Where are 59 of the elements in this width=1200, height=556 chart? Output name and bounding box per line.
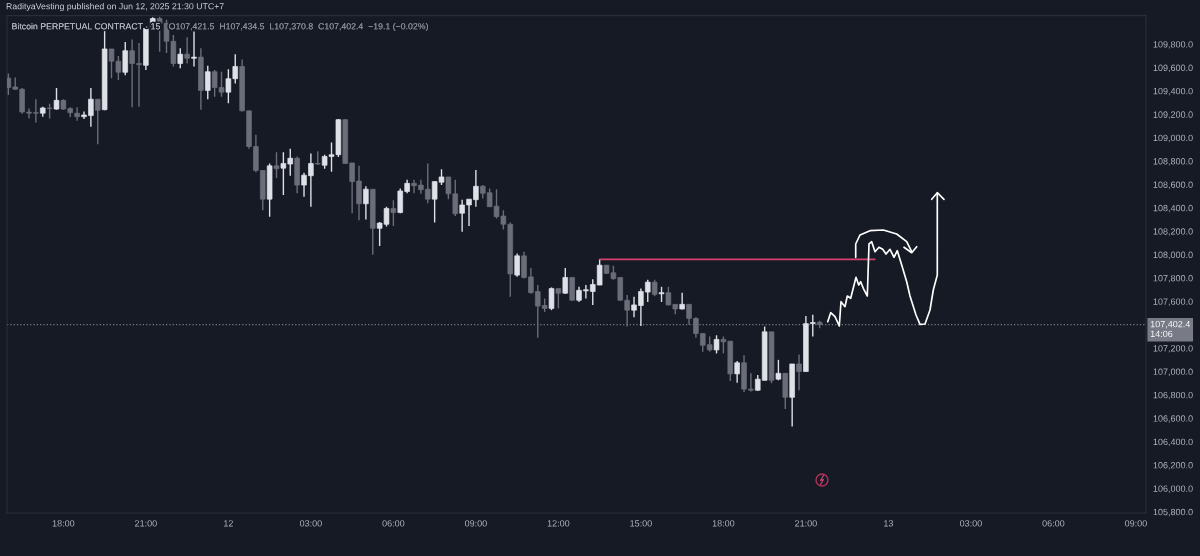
y-tick-label: 109,600.0 [1153, 64, 1193, 73]
x-tick-label: 18:00 [712, 520, 735, 527]
y-tick-label: 109,800.0 [1153, 41, 1193, 49]
x-tick-label: 03:00 [299, 520, 322, 527]
y-tick-label: 107,800.0 [1153, 275, 1193, 283]
candlestick [184, 36, 190, 65]
x-tick-label: 12 [224, 520, 233, 527]
y-tick-label: 108,000.0 [1153, 251, 1193, 260]
x-tick-label: 15:00 [630, 520, 652, 527]
y-tick-label: 109,400.0 [1153, 87, 1193, 96]
candlestick [205, 65, 211, 100]
y-tick-label: 108,600.0 [1153, 181, 1193, 189]
text: O107,421.5 H107,434.5 L107,370.8 C107,402.4 −19.1 (−0.02%) [169, 22, 428, 32]
candlestick [734, 360, 740, 384]
ref-line-label: 107,402.4 14:06 [1150, 320, 1191, 338]
candlestick [273, 151, 280, 179]
candlestick [177, 47, 184, 69]
candlestick [53, 87, 60, 111]
x-tick-label: 06:00 [382, 520, 405, 527]
y-tick-label: 108,400.0 [1153, 204, 1193, 213]
x-tick-label: 13 [884, 520, 894, 527]
y-tick-label: 106,400.0 [1153, 438, 1193, 447]
candlestick [122, 41, 129, 76]
candlestick [562, 267, 569, 295]
x-tick-label: 06:00 [1042, 520, 1065, 527]
candlestick [555, 287, 562, 310]
x-tick-label: 09:00 [464, 520, 487, 527]
y-tick-label: 108,800.0 [1153, 158, 1193, 166]
candlestick [390, 199, 397, 227]
candlestick [548, 286, 555, 311]
y-tick-label: 108,200.0 [1153, 228, 1193, 236]
x-tick-label: 03:00 [959, 520, 982, 527]
candlestick [363, 185, 369, 221]
candlestick [74, 106, 80, 122]
candlestick [782, 372, 789, 410]
candlestick [713, 334, 720, 355]
text: Bitcoin PERPETUAL CONTRACT · 15 [12, 22, 160, 30]
y-tick-label: 107,200.0 [1153, 345, 1193, 353]
y-tick-label: 106,000.0 [1153, 485, 1193, 493]
candlestick [191, 30, 197, 68]
text: RadityaVesting published on Jun 12, 2025 21:30 UTC+7 [6, 2, 224, 12]
y-tick-label: 106,200.0 [1153, 462, 1193, 470]
candlestick [95, 98, 101, 145]
x-tick-label: 21:00 [795, 520, 817, 527]
y-tick-label: 109,200.0 [1153, 111, 1193, 119]
x-tick-label: 21:00 [135, 520, 157, 527]
x-tick-label: 18:00 [52, 520, 75, 527]
x-tick-label: 12:00 [547, 520, 570, 527]
candlestick [796, 353, 802, 391]
candlestick [679, 291, 685, 311]
y-tick-label: 109,000.0 [1153, 134, 1193, 143]
x-tick-label: 09:00 [1124, 520, 1147, 527]
y-tick-label: 106,600.0 [1153, 415, 1193, 423]
y-tick-label: 105,800.0 [1153, 508, 1193, 517]
y-tick-label: 107,000.0 [1153, 368, 1193, 376]
y-tick-label: 107,600.0 [1153, 298, 1193, 306]
candlestick [569, 276, 575, 302]
candlestick [514, 252, 520, 278]
y-tick-label: 106,800.0 [1153, 391, 1193, 400]
